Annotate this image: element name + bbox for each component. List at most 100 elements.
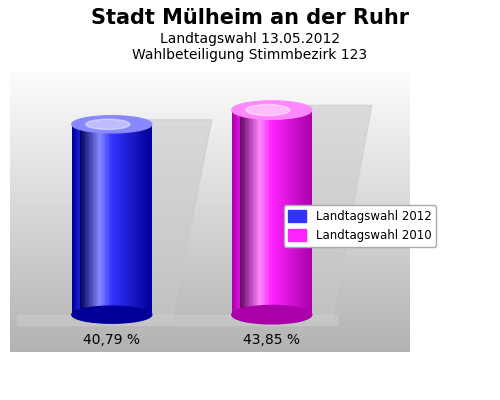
- Bar: [97, 124, 99, 315]
- Bar: [236, 110, 238, 315]
- Bar: [114, 124, 116, 315]
- Bar: [297, 110, 299, 315]
- Bar: [72, 124, 74, 315]
- Bar: [98, 124, 100, 315]
- Bar: [269, 110, 271, 315]
- Bar: [80, 124, 82, 315]
- Bar: [260, 110, 262, 315]
- Bar: [82, 124, 84, 315]
- Bar: [242, 110, 244, 315]
- Bar: [294, 110, 296, 315]
- Bar: [253, 110, 255, 315]
- Bar: [301, 110, 303, 315]
- Ellipse shape: [86, 119, 130, 130]
- Bar: [129, 124, 131, 315]
- Text: Landtagswahl 13.05.2012: Landtagswahl 13.05.2012: [160, 32, 340, 46]
- Text: Stadt Mülheim an der Ruhr: Stadt Mülheim an der Ruhr: [91, 8, 409, 28]
- Bar: [245, 110, 247, 315]
- Bar: [81, 124, 83, 315]
- Bar: [117, 124, 119, 315]
- Bar: [113, 124, 115, 315]
- Text: 40,79 %: 40,79 %: [84, 333, 140, 347]
- Bar: [268, 110, 270, 315]
- Bar: [308, 110, 310, 315]
- Polygon shape: [92, 120, 212, 322]
- Bar: [302, 110, 304, 315]
- Bar: [285, 110, 287, 315]
- Bar: [273, 110, 275, 315]
- Bar: [140, 124, 141, 315]
- Bar: [132, 124, 134, 315]
- Bar: [282, 110, 284, 315]
- Ellipse shape: [72, 116, 152, 133]
- Ellipse shape: [232, 101, 312, 119]
- Bar: [274, 110, 276, 315]
- Bar: [104, 124, 106, 315]
- Bar: [237, 110, 239, 315]
- Bar: [145, 124, 147, 315]
- Bar: [138, 124, 140, 315]
- Bar: [150, 124, 152, 315]
- Bar: [144, 124, 146, 315]
- Polygon shape: [252, 105, 372, 322]
- Bar: [248, 110, 250, 315]
- Bar: [120, 124, 122, 315]
- Bar: [280, 110, 281, 315]
- Bar: [148, 124, 150, 315]
- Bar: [238, 110, 240, 315]
- Bar: [300, 110, 302, 315]
- Bar: [73, 124, 75, 315]
- Bar: [257, 110, 259, 315]
- Bar: [18, 315, 338, 325]
- Bar: [310, 110, 312, 315]
- Bar: [249, 110, 251, 315]
- Bar: [93, 124, 95, 315]
- Bar: [281, 110, 283, 315]
- Bar: [292, 110, 294, 315]
- Bar: [232, 110, 234, 315]
- Bar: [102, 124, 104, 315]
- Bar: [276, 110, 278, 315]
- Bar: [266, 110, 268, 315]
- Bar: [85, 124, 87, 315]
- Bar: [94, 124, 96, 315]
- Bar: [288, 110, 290, 315]
- Bar: [96, 124, 98, 315]
- Bar: [92, 124, 94, 315]
- Bar: [110, 124, 112, 315]
- Bar: [90, 124, 92, 315]
- Bar: [289, 110, 291, 315]
- Bar: [112, 124, 114, 315]
- Bar: [134, 124, 136, 315]
- Bar: [108, 124, 110, 315]
- Bar: [122, 124, 124, 315]
- Bar: [284, 110, 286, 315]
- Bar: [265, 110, 267, 315]
- Bar: [258, 110, 260, 315]
- Bar: [304, 110, 306, 315]
- Bar: [126, 124, 128, 315]
- Bar: [306, 110, 308, 315]
- Bar: [286, 110, 288, 315]
- Bar: [125, 124, 127, 315]
- Bar: [89, 124, 91, 315]
- Bar: [262, 110, 264, 315]
- Bar: [76, 124, 78, 315]
- Bar: [298, 110, 300, 315]
- Text: 43,85 %: 43,85 %: [244, 333, 300, 347]
- Bar: [244, 110, 246, 315]
- Bar: [277, 110, 279, 315]
- Bar: [109, 124, 111, 315]
- Bar: [137, 124, 139, 315]
- Text: Wahlbeteiligung Stimmbezirk 123: Wahlbeteiligung Stimmbezirk 123: [132, 48, 368, 62]
- Bar: [261, 110, 263, 315]
- Bar: [121, 124, 123, 315]
- Bar: [296, 110, 298, 315]
- Bar: [240, 110, 242, 315]
- Bar: [86, 124, 88, 315]
- Bar: [105, 124, 107, 315]
- Bar: [84, 124, 86, 315]
- Bar: [290, 110, 292, 315]
- Bar: [130, 124, 132, 315]
- Bar: [305, 110, 307, 315]
